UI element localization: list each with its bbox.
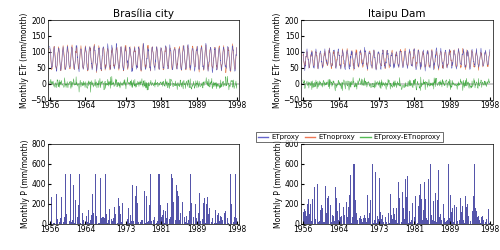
Y-axis label: Monthly P (mm/month): Monthly P (mm/month) [21,140,30,228]
Legend: ETproxy, ETnoproxy, ETproxy-ETnoproxy: ETproxy, ETnoproxy, ETproxy-ETnoproxy [256,132,442,142]
Y-axis label: Monthly P (mm/month): Monthly P (mm/month) [274,140,283,228]
Title: Brasília city: Brasília city [113,9,174,19]
Y-axis label: Monthly ETr (mm/month): Monthly ETr (mm/month) [20,12,28,108]
Title: Itaipu Dam: Itaipu Dam [368,9,426,19]
Y-axis label: Monthly ETr (mm/month): Monthly ETr (mm/month) [273,12,282,108]
